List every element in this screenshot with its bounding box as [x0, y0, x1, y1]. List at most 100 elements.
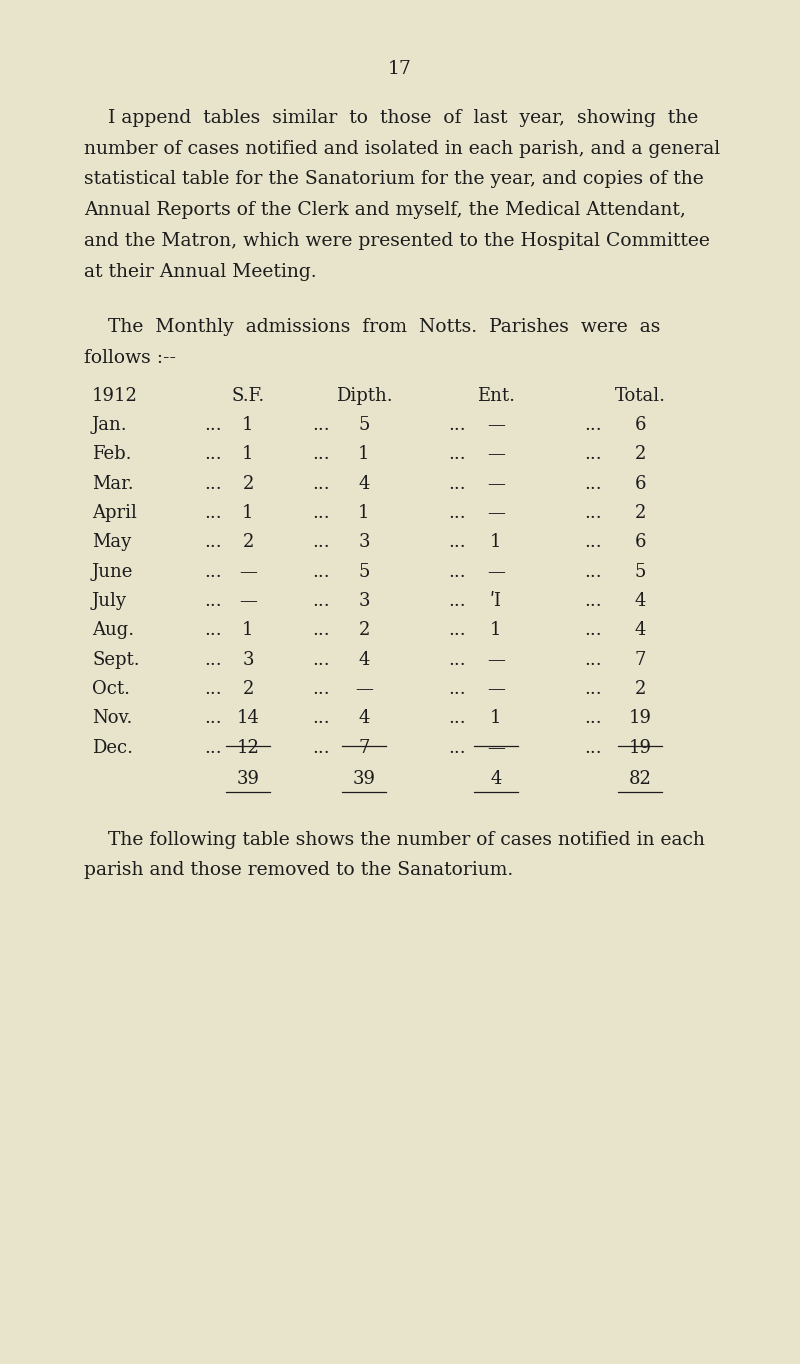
Text: ...: ... — [204, 475, 222, 492]
Text: Sept.: Sept. — [92, 651, 140, 668]
Text: 1: 1 — [490, 621, 502, 640]
Text: ...: ... — [204, 503, 222, 522]
Text: ...: ... — [312, 709, 330, 727]
Text: ...: ... — [584, 503, 602, 522]
Text: 4: 4 — [358, 475, 370, 492]
Text: 82: 82 — [629, 771, 651, 788]
Text: ...: ... — [584, 533, 602, 551]
Text: 1: 1 — [358, 503, 370, 522]
Text: ...: ... — [312, 679, 330, 698]
Text: 3: 3 — [358, 592, 370, 610]
Text: ʹI: ʹI — [490, 592, 502, 610]
Text: ...: ... — [448, 709, 466, 727]
Text: Oct.: Oct. — [92, 679, 130, 698]
Text: —: — — [487, 416, 505, 434]
Text: ...: ... — [448, 533, 466, 551]
Text: ...: ... — [448, 503, 466, 522]
Text: Jan.: Jan. — [92, 416, 128, 434]
Text: —: — — [487, 445, 505, 464]
Text: ...: ... — [312, 621, 330, 640]
Text: 12: 12 — [237, 738, 259, 757]
Text: ...: ... — [584, 445, 602, 464]
Text: ...: ... — [312, 592, 330, 610]
Text: April: April — [92, 503, 137, 522]
Text: ...: ... — [312, 533, 330, 551]
Text: June: June — [92, 562, 134, 581]
Text: ...: ... — [584, 679, 602, 698]
Text: 17: 17 — [388, 60, 412, 78]
Text: —: — — [239, 592, 257, 610]
Text: ...: ... — [584, 475, 602, 492]
Text: ...: ... — [584, 738, 602, 757]
Text: ...: ... — [312, 503, 330, 522]
Text: ...: ... — [448, 651, 466, 668]
Text: —: — — [239, 562, 257, 581]
Text: —: — — [355, 679, 373, 698]
Text: ...: ... — [312, 475, 330, 492]
Text: ...: ... — [204, 651, 222, 668]
Text: 1: 1 — [242, 621, 254, 640]
Text: July: July — [92, 592, 127, 610]
Text: 2: 2 — [634, 679, 646, 698]
Text: ...: ... — [584, 651, 602, 668]
Text: ...: ... — [584, 562, 602, 581]
Text: ...: ... — [448, 738, 466, 757]
Text: Aug.: Aug. — [92, 621, 134, 640]
Text: ...: ... — [448, 562, 466, 581]
Text: 19: 19 — [629, 738, 651, 757]
Text: ...: ... — [448, 679, 466, 698]
Text: ...: ... — [204, 416, 222, 434]
Text: ...: ... — [448, 445, 466, 464]
Text: I append  tables  similar  to  those  of  last  year,  showing  the: I append tables similar to those of last… — [84, 109, 698, 127]
Text: Dec.: Dec. — [92, 738, 133, 757]
Text: —: — — [487, 738, 505, 757]
Text: ...: ... — [584, 709, 602, 727]
Text: ...: ... — [312, 738, 330, 757]
Text: 2: 2 — [358, 621, 370, 640]
Text: 1912: 1912 — [92, 387, 138, 405]
Text: —: — — [487, 679, 505, 698]
Text: The following table shows the number of cases notified in each: The following table shows the number of … — [84, 831, 705, 848]
Text: ...: ... — [584, 592, 602, 610]
Text: ...: ... — [584, 416, 602, 434]
Text: number of cases notified and isolated in each parish, and a general: number of cases notified and isolated in… — [84, 139, 720, 158]
Text: 4: 4 — [358, 709, 370, 727]
Text: —: — — [487, 475, 505, 492]
Text: 7: 7 — [634, 651, 646, 668]
Text: 14: 14 — [237, 709, 259, 727]
Text: 2: 2 — [242, 475, 254, 492]
Text: ...: ... — [204, 621, 222, 640]
Text: ...: ... — [448, 592, 466, 610]
Text: 3: 3 — [242, 651, 254, 668]
Text: 1: 1 — [490, 533, 502, 551]
Text: 19: 19 — [629, 709, 651, 727]
Text: 6: 6 — [634, 533, 646, 551]
Text: ...: ... — [448, 475, 466, 492]
Text: Mar.: Mar. — [92, 475, 134, 492]
Text: follows :--: follows :-- — [84, 348, 176, 367]
Text: 3: 3 — [358, 533, 370, 551]
Text: 5: 5 — [358, 416, 370, 434]
Text: 6: 6 — [634, 416, 646, 434]
Text: ...: ... — [312, 445, 330, 464]
Text: 2: 2 — [634, 503, 646, 522]
Text: statistical table for the Sanatorium for the year, and copies of the: statistical table for the Sanatorium for… — [84, 170, 704, 188]
Text: ...: ... — [204, 738, 222, 757]
Text: Nov.: Nov. — [92, 709, 132, 727]
Text: 6: 6 — [634, 475, 646, 492]
Text: parish and those removed to the Sanatorium.: parish and those removed to the Sanatori… — [84, 861, 514, 880]
Text: ...: ... — [312, 651, 330, 668]
Text: 1: 1 — [490, 709, 502, 727]
Text: Dipth.: Dipth. — [336, 387, 392, 405]
Text: ...: ... — [312, 562, 330, 581]
Text: ...: ... — [204, 533, 222, 551]
Text: 2: 2 — [242, 679, 254, 698]
Text: and the Matron, which were presented to the Hospital Committee: and the Matron, which were presented to … — [84, 232, 710, 250]
Text: ...: ... — [448, 416, 466, 434]
Text: 4: 4 — [490, 771, 502, 788]
Text: ...: ... — [204, 679, 222, 698]
Text: 5: 5 — [358, 562, 370, 581]
Text: 1: 1 — [242, 416, 254, 434]
Text: —: — — [487, 503, 505, 522]
Text: 4: 4 — [358, 651, 370, 668]
